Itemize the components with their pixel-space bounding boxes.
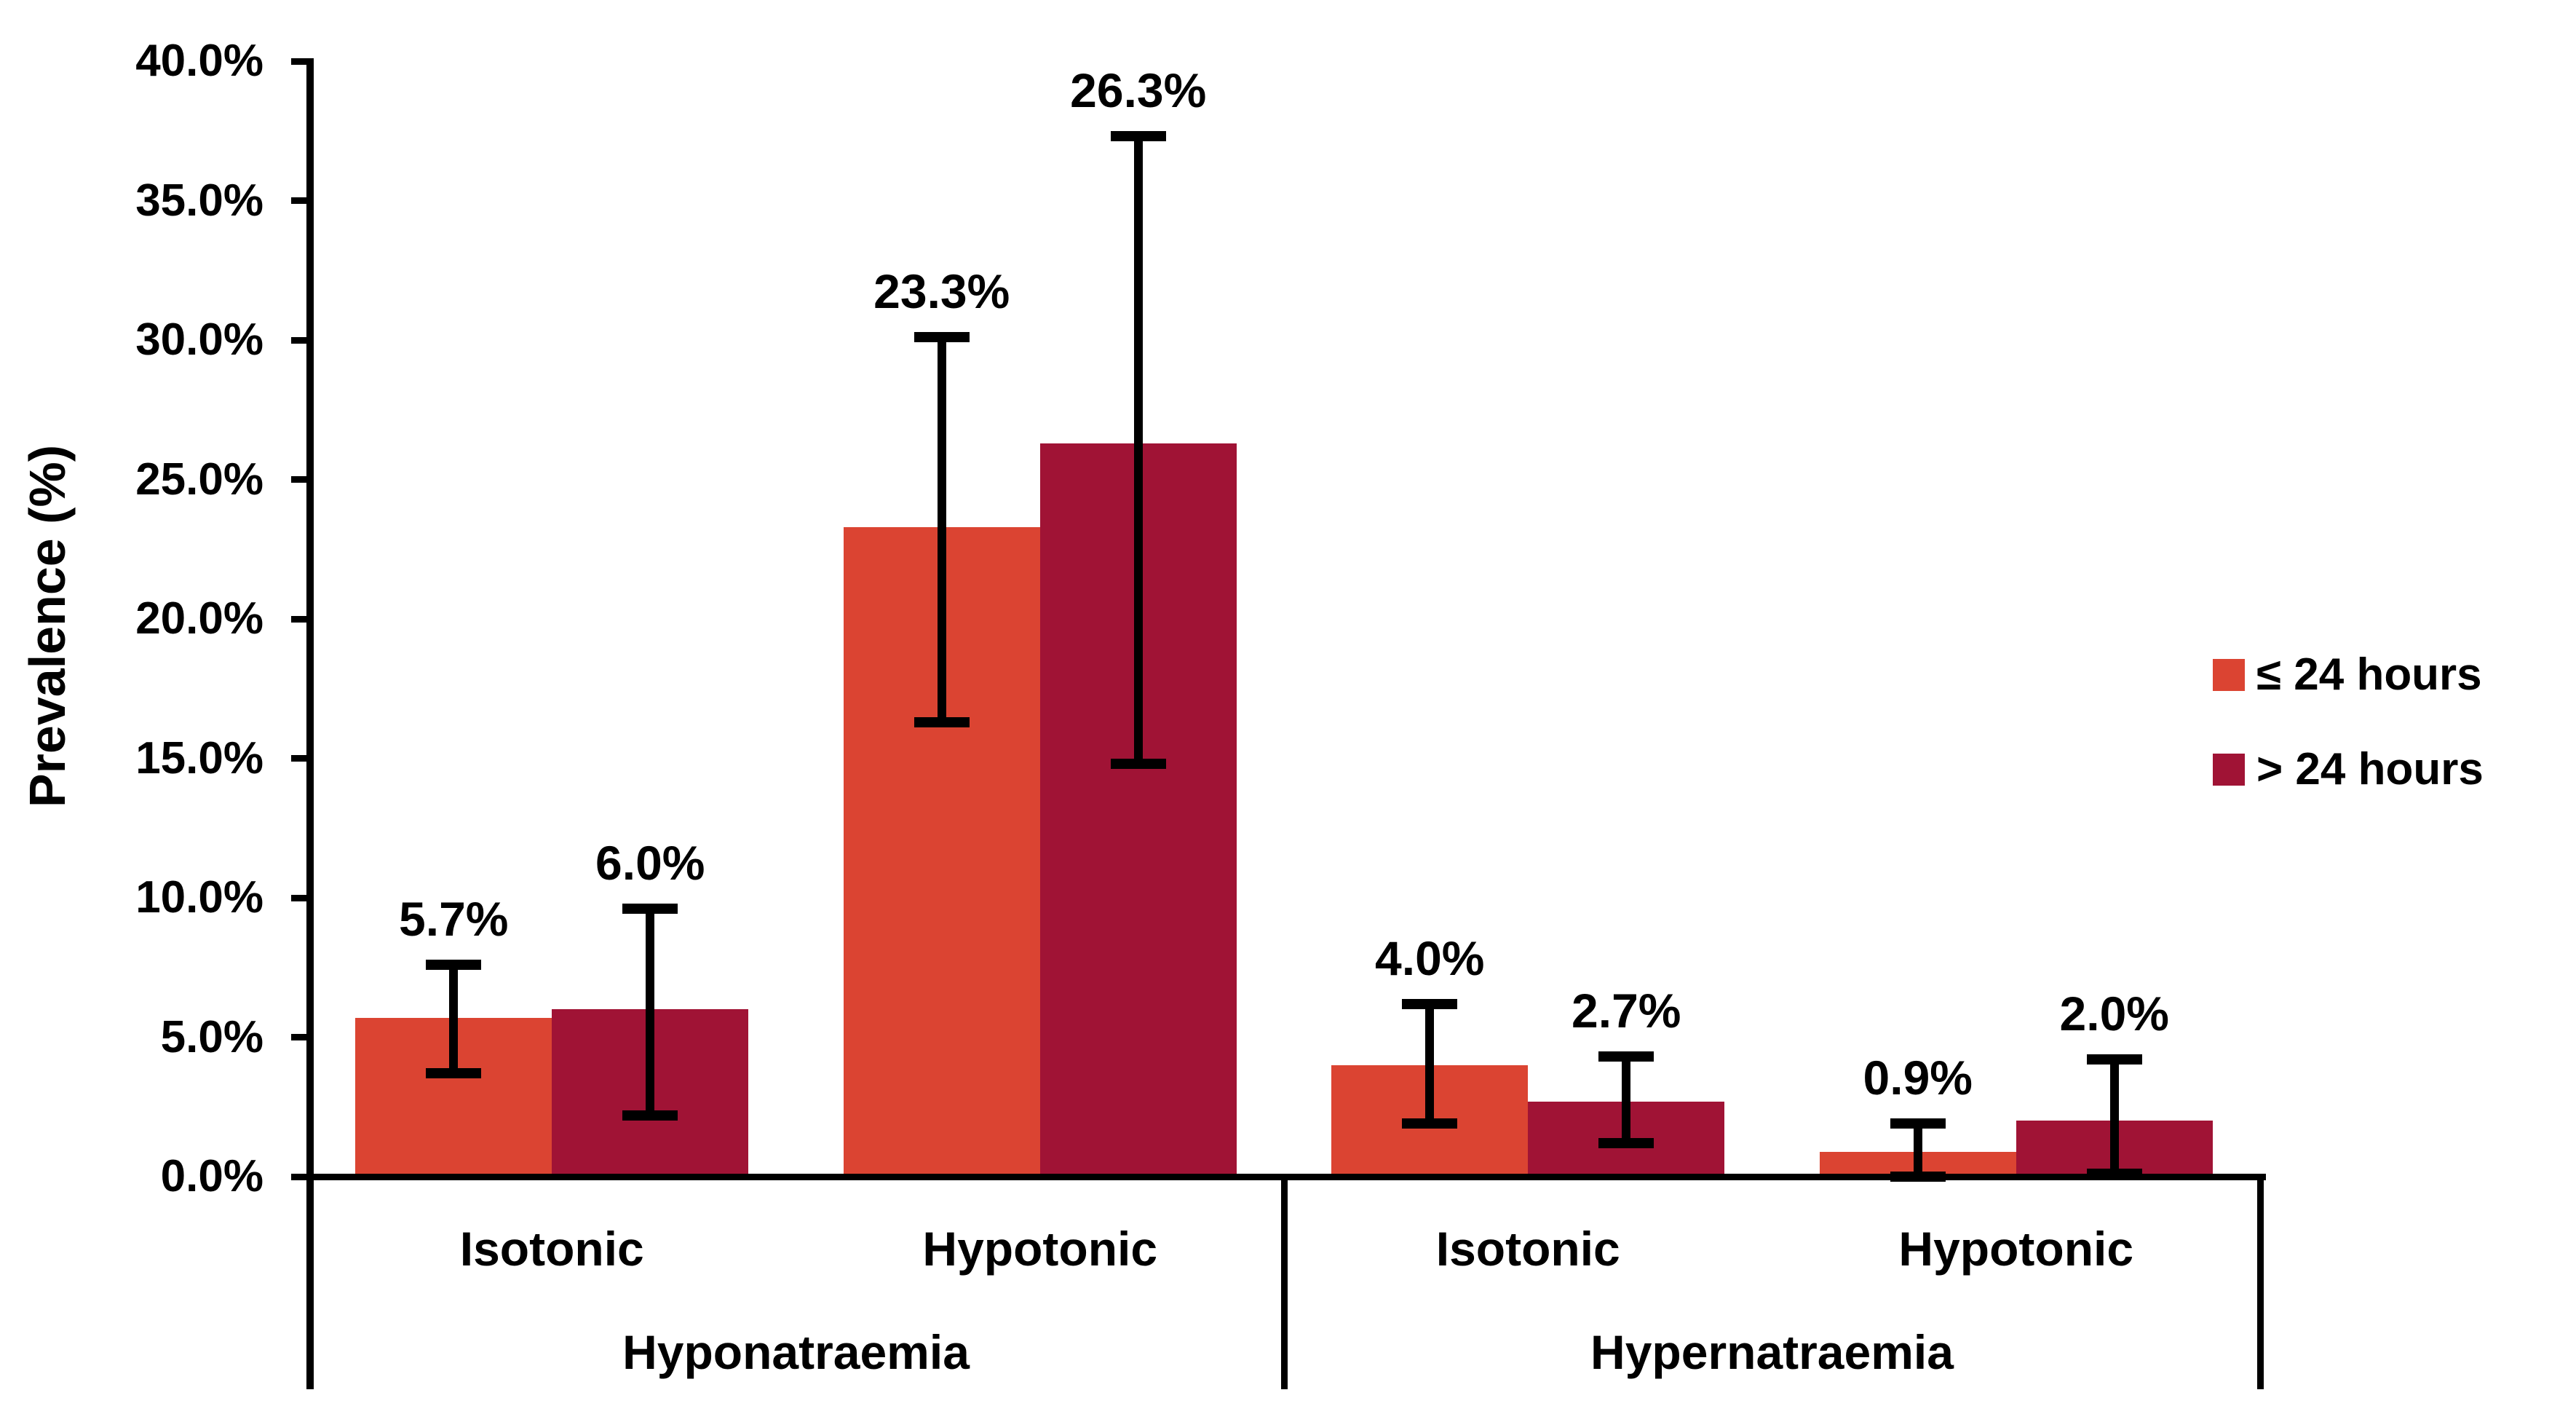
error-bar-cap-top: [2086, 1054, 2142, 1065]
error-bar-cap-top: [1890, 1118, 1946, 1129]
y-tick-label-25.0%: 25.0%: [135, 454, 263, 505]
y-tick-label-40.0%: 40.0%: [135, 36, 263, 86]
y-tick-label-10.0%: 10.0%: [135, 872, 263, 923]
error-bar-cap-top: [1402, 998, 1458, 1009]
y-tick-label-30.0%: 30.0%: [135, 315, 263, 365]
error-bar-stem: [1425, 1003, 1435, 1124]
y-tick-mark: [291, 197, 308, 204]
y-tick-label-0.0%: 0.0%: [160, 1151, 263, 1201]
y-tick-mark: [291, 894, 308, 901]
category-label-hypotonic-3: Hypotonic: [1898, 1222, 2134, 1276]
error-bar-cap-top: [622, 904, 678, 915]
bar-value-label: 2.0%: [2059, 987, 2169, 1041]
y-tick-mark: [291, 1173, 308, 1180]
error-bar-stem: [1133, 136, 1143, 765]
legend-item-gt-24-hours: > 24 hours: [2213, 744, 2484, 795]
y-tick-mark: [291, 755, 308, 762]
legend-item-le-24-hours: ≤ 24 hours: [2213, 649, 2482, 700]
y-tick-mark: [291, 1034, 308, 1040]
category-label-hypotonic-1: Hypotonic: [922, 1222, 1158, 1276]
error-bar-stem: [646, 909, 655, 1115]
legend-label: > 24 hours: [2256, 744, 2484, 794]
bar-value-label: 6.0%: [595, 836, 705, 890]
group-label-hyponatraemia: Hyponatraemia: [622, 1325, 970, 1379]
bar-value-label: 23.3%: [873, 264, 1010, 319]
legend-swatch-le-24-hours: [2213, 659, 2245, 691]
bar-value-label: 26.3%: [1070, 63, 1207, 118]
error-bar-stem: [449, 964, 459, 1074]
bar-value-label: 2.7%: [1572, 984, 1681, 1038]
y-tick-mark: [291, 615, 308, 623]
error-bar-cap-bottom: [622, 1110, 678, 1121]
error-bar-stem: [1913, 1123, 1922, 1177]
legend-label: ≤ 24 hours: [2256, 649, 2482, 700]
category-box-border: [1280, 1177, 1288, 1389]
y-tick-mark: [291, 336, 308, 344]
legend-swatch-gt-24-hours: [2213, 754, 2245, 786]
error-bar-cap-bottom: [1110, 759, 1166, 770]
error-bar-stem: [2109, 1059, 2119, 1174]
y-tick-label-5.0%: 5.0%: [160, 1011, 263, 1062]
y-tick-mark: [291, 58, 308, 65]
y-tick-label-15.0%: 15.0%: [135, 732, 263, 783]
bar-value-label: 0.9%: [1863, 1051, 1973, 1105]
category-box-border: [2256, 1177, 2264, 1389]
group-label-hypernatraemia: Hypernatraemia: [1590, 1325, 1954, 1379]
error-bar-cap-bottom: [1598, 1138, 1654, 1149]
error-bar-cap-top: [426, 959, 482, 970]
category-label-isotonic-2: Isotonic: [1435, 1222, 1620, 1276]
error-bar-cap-bottom: [914, 716, 970, 727]
error-bar-cap-bottom: [1402, 1118, 1458, 1129]
y-tick-label-35.0%: 35.0%: [135, 175, 263, 226]
error-bar-cap-top: [1110, 131, 1166, 142]
error-bar-cap-top: [914, 332, 970, 343]
y-tick-mark: [291, 476, 308, 483]
bar-value-label: 4.0%: [1375, 931, 1485, 985]
bar-value-label: 5.7%: [399, 891, 509, 946]
y-tick-label-20.0%: 20.0%: [135, 593, 263, 644]
category-label-isotonic-0: Isotonic: [459, 1222, 644, 1276]
error-bar-cap-bottom: [426, 1068, 482, 1079]
error-bar-cap-top: [1598, 1051, 1654, 1062]
error-bar-stem: [1622, 1056, 1631, 1144]
error-bar-stem: [937, 337, 946, 722]
y-axis-line: [306, 58, 314, 1389]
